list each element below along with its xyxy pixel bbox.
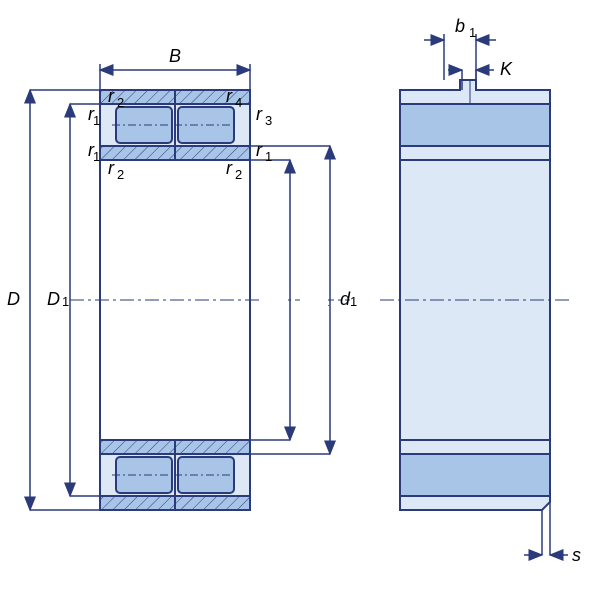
corner-label: r — [226, 158, 233, 178]
svg-text:1: 1 — [62, 294, 69, 309]
svg-text:2: 2 — [235, 167, 242, 182]
svg-text:b: b — [455, 16, 465, 36]
corner-label: r — [256, 140, 263, 160]
bearing-diagram: BDD1dd1dd1b1Ksr2r4r1r3r1r1r2r2 — [0, 0, 600, 600]
svg-text:K: K — [500, 59, 513, 79]
svg-text:1: 1 — [469, 25, 476, 40]
svg-text:2: 2 — [117, 167, 124, 182]
right-side-view — [380, 80, 570, 510]
dim-label: D — [47, 289, 60, 309]
dim-label: D — [7, 289, 20, 309]
svg-text:2: 2 — [117, 95, 124, 110]
svg-text:4: 4 — [235, 95, 242, 110]
corner-label: r — [108, 158, 115, 178]
svg-text:1: 1 — [93, 149, 100, 164]
svg-text:s: s — [572, 545, 581, 565]
corner-label: r — [256, 104, 263, 124]
corner-label: r — [226, 86, 233, 106]
svg-text:3: 3 — [265, 113, 272, 128]
svg-text:1: 1 — [265, 149, 272, 164]
dim-label: B — [169, 46, 181, 66]
svg-text:1: 1 — [350, 294, 357, 309]
svg-text:1: 1 — [93, 113, 100, 128]
corner-label: r — [108, 86, 115, 106]
